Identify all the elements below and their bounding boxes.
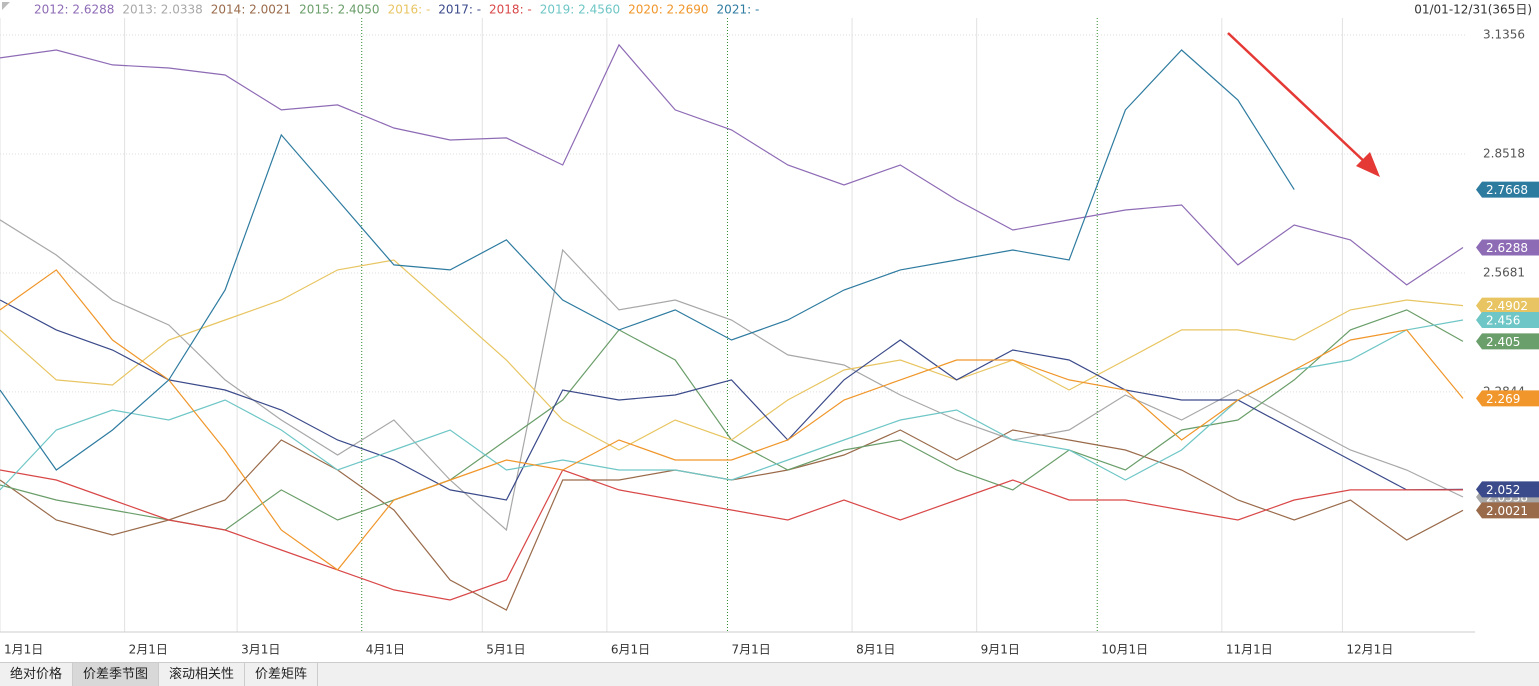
tab[interactable]: 绝对价格 xyxy=(0,663,74,686)
x-tick-label: 7月1日 xyxy=(731,643,770,657)
end-label-box xyxy=(1476,311,1539,328)
x-tick-label: 11月1日 xyxy=(1226,643,1273,657)
date-range: 01/01-12/31(365日) xyxy=(1414,3,1532,17)
x-tick-label: 5月1日 xyxy=(486,643,525,657)
end-label: 2.269 xyxy=(1486,392,1520,406)
legend-entry: 2015: 2.4050 xyxy=(299,3,379,17)
x-tick-label: 8月1日 xyxy=(856,643,895,657)
tab-bar: 绝对价格 价差季节图 滚动相关性 价差矩阵 xyxy=(0,662,1539,686)
end-label-box xyxy=(1476,181,1539,198)
legend-entry: 2019: 2.4560 xyxy=(540,3,620,17)
annotation-arrow xyxy=(1227,32,1369,166)
end-label-box xyxy=(1476,297,1539,314)
legend-entry: 2018: - xyxy=(489,3,532,17)
end-label: 2.0021 xyxy=(1486,504,1528,518)
tab[interactable]: 价差矩阵 xyxy=(245,663,319,686)
x-tick-label: 4月1日 xyxy=(366,643,405,657)
legend-entry: 2013: 2.0338 xyxy=(122,3,202,17)
series-line xyxy=(0,309,1464,531)
end-label: 2.4902 xyxy=(1486,299,1528,313)
legend-entry: 2012: 2.6288 xyxy=(34,3,114,17)
end-label: 2.405 xyxy=(1486,335,1520,349)
y-tick-label: 3.1356 xyxy=(1483,27,1525,41)
x-tick-label: 2月1日 xyxy=(129,643,168,657)
end-label-box xyxy=(1476,390,1539,407)
y-tick-label: 2.8518 xyxy=(1483,146,1525,160)
tab[interactable]: 价差季节图 xyxy=(73,663,160,686)
series-line xyxy=(0,299,1464,501)
legend-entry: 2021: - xyxy=(717,3,760,17)
series-line xyxy=(0,49,1295,471)
end-label-box xyxy=(1476,481,1539,498)
tab[interactable]: 滚动相关性 xyxy=(159,663,246,686)
x-tick-label: 9月1日 xyxy=(981,643,1020,657)
series-line xyxy=(0,319,1464,491)
series-line xyxy=(0,43,1464,286)
x-tick-label: 1月1日 xyxy=(4,643,43,657)
y-tick-label: 2.5681 xyxy=(1483,265,1525,279)
chart: 01/01-12/31(365日) 2012: 2.6288 2013: 2.03… xyxy=(0,2,1539,657)
end-label-box xyxy=(1476,239,1539,256)
end-label-box xyxy=(1476,333,1539,350)
series-line xyxy=(0,429,1464,611)
end-label: 2.7668 xyxy=(1486,183,1528,197)
x-tick-label: 10月1日 xyxy=(1101,643,1148,657)
legend-entry: 2017: - xyxy=(438,3,481,17)
x-tick-label: 12月1日 xyxy=(1346,643,1393,657)
x-tick-label: 6月1日 xyxy=(611,643,650,657)
x-tick-label: 3月1日 xyxy=(241,643,280,657)
series-line xyxy=(0,259,1464,451)
corner-icon xyxy=(2,2,10,10)
end-label: 2.456 xyxy=(1486,313,1520,327)
arrow-head xyxy=(1356,152,1380,177)
end-label: 2.6288 xyxy=(1486,241,1528,255)
legend-entry: 2016: - xyxy=(388,3,431,17)
legend-entry: 2020: 2.2690 xyxy=(628,3,708,17)
series-line xyxy=(0,269,1464,571)
series-line xyxy=(0,469,1463,601)
end-label-box xyxy=(1476,502,1539,519)
legend-entry: 2014: 2.0021 xyxy=(211,3,291,17)
series-line xyxy=(0,219,1464,532)
end-label: 2.052 xyxy=(1486,483,1520,497)
